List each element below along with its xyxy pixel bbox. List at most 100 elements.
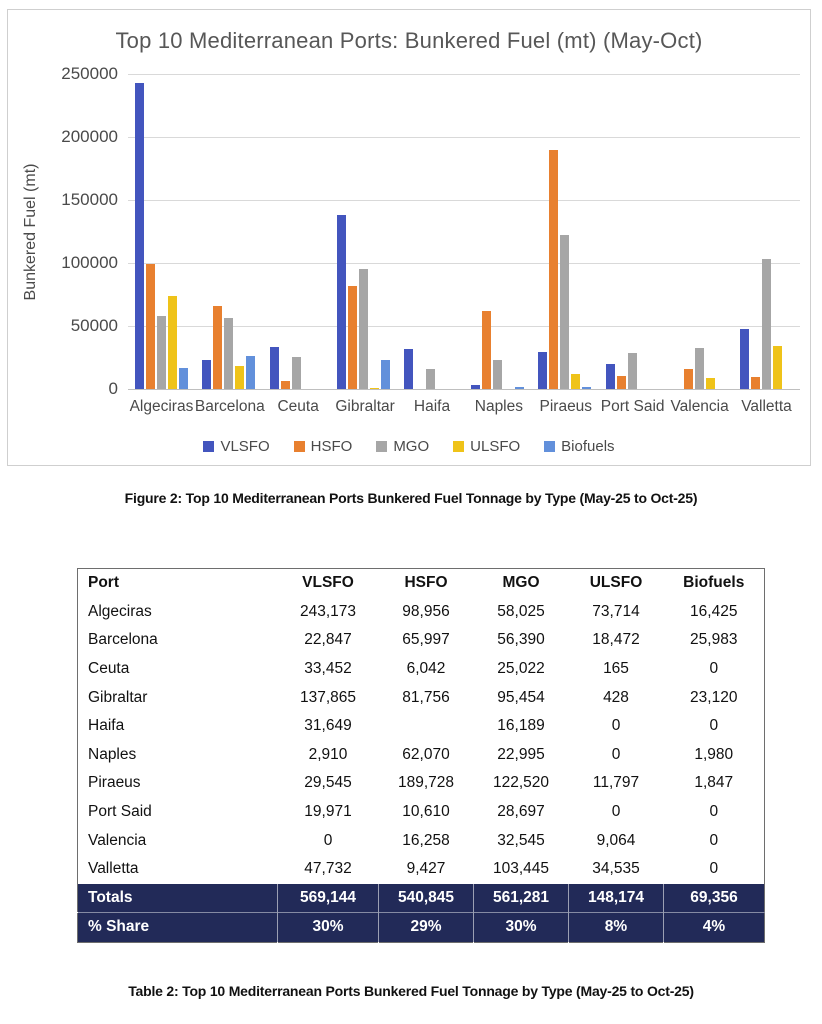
table-cell: 0	[611, 803, 621, 821]
table-cell: 34,535	[592, 860, 640, 878]
table-cell: 8%	[568, 912, 664, 943]
bar-hsfo	[549, 149, 559, 389]
table-cell: 69,356	[663, 883, 765, 913]
legend-label: HSFO	[310, 438, 353, 455]
bar-hsfo	[280, 381, 290, 389]
legend-item: MGO	[376, 438, 429, 455]
table-cell: 243,173	[299, 602, 357, 620]
table-row: Piraeus 29,545 189,728 122,520 11,797 1,847	[78, 769, 765, 798]
table-cell: 30%	[473, 912, 569, 943]
table-cell: 0	[323, 831, 333, 849]
table-cell: 28,697	[497, 803, 545, 821]
table-cell: 22,847	[304, 631, 352, 649]
bar-mgo	[761, 258, 771, 389]
bar-vlsfo	[605, 363, 615, 389]
grid-line	[128, 200, 800, 201]
bar-group	[666, 74, 733, 389]
table-cell: 0	[709, 860, 719, 878]
x-category-label: Valencia	[670, 398, 729, 415]
legend-label: Biofuels	[561, 438, 615, 455]
x-axis-category-labels: Algeciras Barcelona Ceuta Gibraltar Haifa Nap…	[128, 398, 800, 416]
x-category-label: Gibraltar	[335, 398, 395, 415]
legend-item: Biofuels	[544, 438, 615, 455]
bar-vlsfo	[336, 215, 346, 389]
table-header-cell: Port	[88, 574, 119, 592]
bar-hsfo	[213, 305, 223, 389]
table-cell: 561,281	[473, 883, 569, 913]
legend-item: VLSFO	[203, 438, 270, 455]
table-header-cell: HSFO	[404, 574, 448, 592]
table-cell: 81,756	[402, 688, 450, 706]
bar-biofuels	[380, 359, 390, 389]
grid-line	[128, 263, 800, 264]
table-cell: Piraeus	[88, 774, 141, 792]
legend-item: ULSFO	[453, 438, 520, 455]
x-category-label: Valletta	[741, 398, 792, 415]
table-row: Algeciras 243,173 98,956 58,025 73,714 16,425	[78, 598, 765, 627]
legend-label: VLSFO	[220, 438, 270, 455]
table-cell: 165	[603, 660, 629, 678]
table-cell: Algeciras	[88, 602, 152, 620]
table-row: Valletta 47,732 9,427 103,445 34,535 0	[78, 855, 765, 884]
legend-swatch-icon	[293, 441, 305, 452]
table-cell: Port Said	[88, 803, 152, 821]
bar-mgo	[291, 357, 301, 389]
table-header-cell: VLSFO	[302, 574, 354, 592]
table-cell: 9,427	[406, 860, 446, 878]
bar-vlsfo	[135, 82, 145, 389]
table-cell: Ceuta	[88, 660, 130, 678]
bar-vlsfo	[739, 328, 749, 389]
x-category-label: Naples	[474, 398, 523, 415]
plot-area	[128, 74, 800, 390]
bar-ulsfo	[369, 388, 379, 389]
legend-swatch-icon	[453, 441, 465, 452]
table-cell: 29%	[378, 912, 474, 943]
x-axis-line	[128, 389, 800, 390]
table-cell: Naples	[88, 745, 137, 763]
bar-hsfo	[482, 310, 492, 389]
table-header-cell: Biofuels	[683, 574, 745, 592]
table-cell: 16,425	[690, 602, 738, 620]
x-category-label: Ceuta	[277, 398, 319, 415]
table-cell: 428	[603, 688, 629, 706]
table-cell: 0	[709, 803, 719, 821]
bar-ulsfo	[571, 374, 581, 389]
table-cell: 122,520	[492, 774, 550, 792]
bar-group	[733, 74, 800, 389]
table-cell: Totals	[88, 888, 133, 906]
table-caption: Table 2: Top 10 Mediterranean Ports Bunk…	[128, 983, 694, 999]
table-cell: 6,042	[406, 660, 446, 678]
legend-label: MGO	[393, 438, 430, 455]
table-cell: Barcelona	[88, 631, 158, 649]
table-cell: 2,910	[308, 745, 348, 763]
table-cell: 189,728	[397, 774, 455, 792]
bar-mgo	[493, 360, 503, 389]
table-cell: 103,445	[492, 860, 550, 878]
bar-group	[330, 74, 397, 389]
bar-mgo	[358, 268, 368, 389]
x-category-label: Port Said	[600, 398, 665, 415]
x-category-label: Haifa	[413, 398, 451, 415]
table-cell: 16,258	[402, 831, 450, 849]
bar-group	[397, 74, 464, 389]
bar-mgo	[224, 317, 234, 389]
table-cell: 0	[709, 831, 719, 849]
table-cell: 25,983	[690, 631, 738, 649]
table-cell: 98,956	[402, 602, 450, 620]
bar-ulsfo	[235, 365, 245, 389]
table-cell: 23,120	[690, 688, 738, 706]
table-row: Port Said 19,971 10,610 28,697 0 0	[78, 798, 765, 827]
bar-hsfo	[750, 377, 760, 389]
table-cell: 0	[611, 745, 621, 763]
table-row: Gibraltar 137,865 81,756 95,454 428 23,120	[78, 683, 765, 712]
chart-title: Top 10 Mediterranean Ports: Bunkered Fue…	[115, 28, 703, 53]
bar-vlsfo	[538, 351, 548, 389]
table-cell: Haifa	[88, 717, 125, 735]
share-row: % Share 30% 29% 30% 8% 4%	[77, 912, 765, 943]
bar-ulsfo	[168, 296, 178, 389]
bar-vlsfo	[471, 385, 481, 389]
table-cell: 73,714	[592, 602, 640, 620]
y-tick-label: 50000	[70, 316, 118, 335]
bar-group	[598, 74, 665, 389]
bar-biofuels	[582, 386, 592, 389]
